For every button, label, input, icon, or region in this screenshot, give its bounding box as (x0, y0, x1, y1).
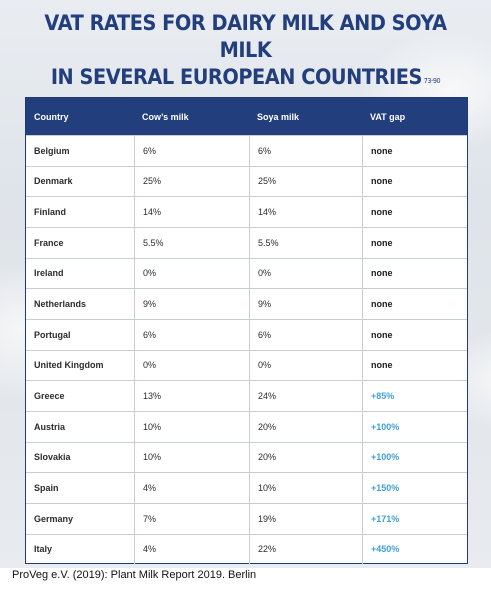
table-row: Finland 14% 14% none (26, 196, 467, 227)
table-row: Austria 10% 20% +100% (26, 410, 467, 442)
vat-gap-cell: none (362, 289, 467, 319)
soya-milk-cell: 10% (249, 473, 362, 503)
cows-milk-cell: 25% (134, 166, 249, 197)
title-line-2-text: IN SEVERAL EUROPEAN COUNTRIES (50, 65, 423, 89)
country-cell: Ireland (34, 268, 64, 279)
country-cell: France (34, 237, 64, 248)
vat-gap-cell: +450% (362, 534, 467, 565)
country-cell: Finland (34, 207, 66, 218)
country-cell: Portugal (34, 329, 71, 340)
header-vat-gap: VAT gap (370, 111, 406, 122)
soya-milk-cell: 6% (249, 136, 362, 166)
table-row: Slovakia 10% 20% +100% (26, 441, 467, 473)
country-cell: Slovakia (34, 452, 71, 463)
table-row: Netherlands 9% 9% none (26, 288, 467, 319)
country-cell: Denmark (34, 176, 73, 187)
header-soya-milk: Soya milk (257, 111, 300, 122)
table-row: Belgium 6% 6% none (26, 135, 467, 166)
soya-milk-cell: 6% (249, 319, 362, 350)
country-cell: Spain (34, 483, 59, 494)
soya-milk-cell: 20% (249, 411, 362, 442)
soya-milk-cell: 25% (249, 166, 362, 197)
table-row: Spain 4% 10% +150% (26, 472, 467, 503)
cows-milk-cell: 9% (134, 289, 249, 319)
table-row: United Kingdom 0% 0% none (26, 349, 467, 381)
vat-gap-cell: none (362, 319, 467, 350)
cows-milk-cell: 10% (134, 442, 249, 473)
table-row: France 5.5% 5.5% none (26, 226, 467, 258)
source-caption: ProVeg e.V. (2019): Plant Milk Report 20… (12, 569, 257, 581)
cows-milk-cell: 14% (134, 197, 249, 227)
country-cell: Germany (34, 513, 74, 524)
soya-milk-cell: 22% (249, 534, 362, 565)
header-country: Country (34, 111, 69, 122)
table-row: Ireland 0% 0% none (26, 257, 467, 289)
cows-milk-cell: 6% (134, 319, 249, 350)
country-cell: Italy (34, 544, 53, 555)
table-body: Belgium 6% 6% none Denmark 25% 25% none Finland 1… (26, 135, 467, 565)
soya-milk-cell: 9% (249, 289, 362, 319)
cows-milk-cell: 5.5% (134, 227, 249, 258)
vat-rates-table: Country Cow’s milk Soya milk VAT gap Bel… (25, 97, 468, 565)
cows-milk-cell: 4% (134, 473, 249, 503)
country-cell: Austria (34, 421, 66, 432)
soya-milk-cell: 19% (249, 503, 362, 534)
vat-gap-cell: +150% (362, 473, 467, 503)
soya-milk-cell: 14% (249, 197, 362, 227)
table-row: Denmark 25% 25% none (26, 165, 467, 197)
country-cell: Netherlands (34, 299, 87, 310)
country-cell: Greece (34, 391, 65, 402)
soya-milk-cell: 0% (249, 258, 362, 289)
header-cows-milk: Cow’s milk (142, 111, 189, 122)
cows-milk-cell: 13% (134, 381, 249, 411)
background-panel: VAT RATES FOR DAIRY MILK AND SOYA MILK I… (0, 0, 491, 568)
soya-milk-cell: 20% (249, 442, 362, 473)
title-line-2: IN SEVERAL EUROPEAN COUNTRIES 73-90 (20, 64, 472, 91)
vat-gap-cell: +85% (362, 381, 467, 411)
vat-gap-cell: none (362, 227, 467, 258)
vat-gap-cell: +100% (362, 411, 467, 442)
soya-milk-cell: 24% (249, 381, 362, 411)
cows-milk-cell: 10% (134, 411, 249, 442)
vat-gap-cell: none (362, 136, 467, 166)
cows-milk-cell: 0% (134, 258, 249, 289)
country-cell: Belgium (34, 145, 70, 156)
table-row: Portugal 6% 6% none (26, 318, 467, 350)
vat-gap-cell: none (362, 258, 467, 289)
title-reference: 73-90 (423, 77, 441, 85)
vat-gap-cell: none (362, 166, 467, 197)
vat-gap-cell: +171% (362, 503, 467, 534)
table-row: Germany 7% 19% +171% (26, 502, 467, 534)
table-header-row: Country Cow’s milk Soya milk VAT gap (26, 98, 467, 135)
cows-milk-cell: 0% (134, 350, 249, 381)
country-cell: United Kingdom (34, 360, 104, 371)
cows-milk-cell: 4% (134, 534, 249, 565)
vat-gap-cell: +100% (362, 442, 467, 473)
vat-gap-cell: none (362, 197, 467, 227)
cows-milk-cell: 7% (134, 503, 249, 534)
title-line-1: VAT RATES FOR DAIRY MILK AND SOYA MILK (44, 11, 447, 62)
table-row: Greece 13% 24% +85% (26, 380, 467, 411)
cows-milk-cell: 6% (134, 136, 249, 166)
soya-milk-cell: 0% (249, 350, 362, 381)
soya-milk-cell: 5.5% (249, 227, 362, 258)
vat-gap-cell: none (362, 350, 467, 381)
page-title: VAT RATES FOR DAIRY MILK AND SOYA MILK I… (20, 10, 472, 91)
table-row: Italy 4% 22% +450% (26, 533, 467, 565)
